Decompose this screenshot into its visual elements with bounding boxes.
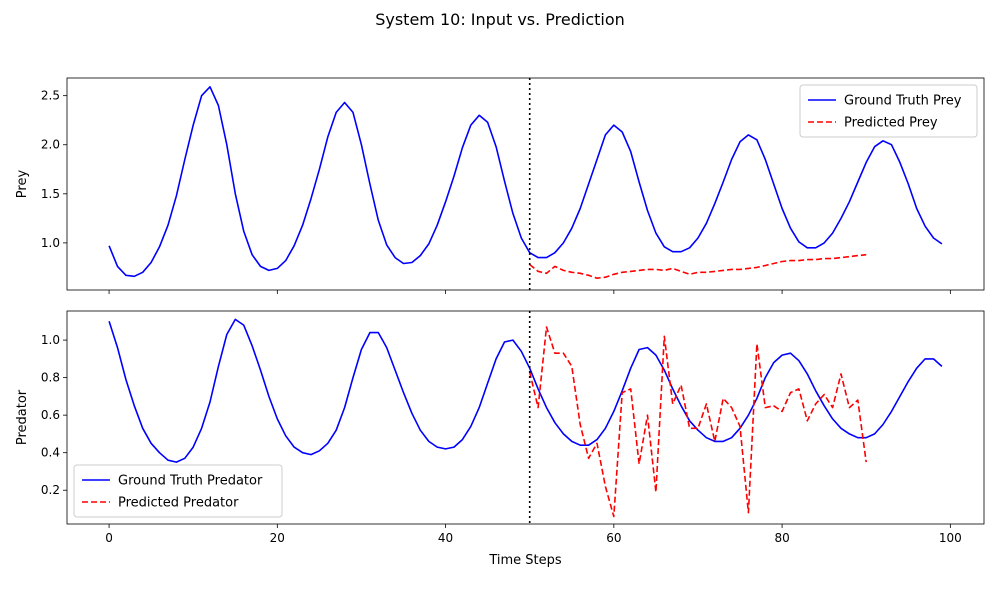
y-axis-label: Prey bbox=[15, 170, 30, 199]
x-axis-label: Time Steps bbox=[488, 553, 562, 568]
predicted-line bbox=[528, 326, 867, 518]
legend-label: Ground Truth Prey bbox=[844, 94, 962, 109]
y-tick-label: 2.0 bbox=[41, 138, 60, 152]
legend-box bbox=[73, 464, 283, 518]
y-tick-label: 2.5 bbox=[41, 89, 60, 103]
x-tick-label: 20 bbox=[270, 531, 285, 545]
legend: Ground Truth Prey Predicted Prey bbox=[799, 84, 978, 138]
predator-panel: 0.2 0.4 0.6 0.8 1.0 0 20 40 60 80 100 Predator Groun… bbox=[15, 310, 985, 545]
y-tick-label: 0.4 bbox=[41, 446, 60, 460]
ground-truth-line bbox=[108, 86, 943, 278]
legend-label: Predicted Prey bbox=[844, 116, 938, 131]
y-axis-label: Predator bbox=[15, 389, 30, 445]
x-tick-label: 0 bbox=[105, 531, 113, 545]
legend-label: Predicted Predator bbox=[118, 496, 239, 511]
x-tick-label: 100 bbox=[939, 531, 962, 545]
y-tick-label: 0.8 bbox=[41, 371, 60, 385]
legend: Ground Truth Predator Predicted Predator bbox=[73, 464, 283, 518]
axes-frame bbox=[66, 77, 985, 291]
y-tick-label: 0.2 bbox=[41, 483, 60, 497]
x-tick-label: 80 bbox=[774, 531, 789, 545]
legend-label: Ground Truth Predator bbox=[118, 474, 263, 489]
prey-panel: 1.0 1.5 2.0 2.5 Prey Ground Truth Prey Predict… bbox=[15, 77, 985, 294]
y-tick-label: 1.0 bbox=[41, 333, 60, 347]
ground-truth-line bbox=[108, 318, 943, 463]
y-tick-label: 1.5 bbox=[41, 187, 60, 201]
y-tick-label: 1.0 bbox=[41, 236, 60, 250]
x-tick-label: 60 bbox=[606, 531, 621, 545]
x-tick-label: 40 bbox=[438, 531, 453, 545]
y-tick-label: 0.6 bbox=[41, 408, 60, 422]
predicted-line bbox=[529, 253, 867, 280]
axes-frame bbox=[66, 310, 985, 525]
legend-box bbox=[799, 84, 978, 138]
chart-suptitle: System 10: Input vs. Prediction bbox=[375, 10, 625, 29]
